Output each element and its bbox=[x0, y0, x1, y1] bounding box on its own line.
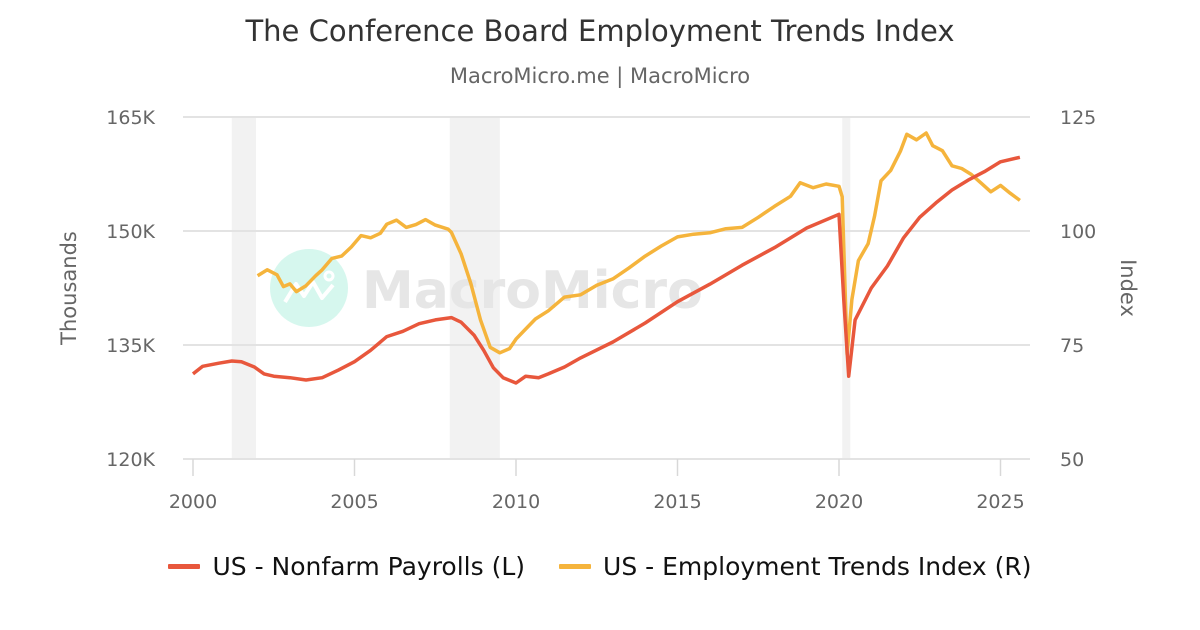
series-line-employment-trends-index[interactable] bbox=[256, 131, 1021, 356]
y-axis-left: 165K 150K 135K 120K bbox=[106, 107, 155, 471]
chart-title: The Conference Board Employment Trends I… bbox=[245, 14, 955, 48]
x-tick-label: 2000 bbox=[169, 491, 217, 513]
watermark-text: MacroMicro bbox=[362, 261, 703, 321]
svg-text:165K: 165K bbox=[106, 107, 155, 129]
svg-text:120K: 120K bbox=[106, 449, 155, 471]
x-tick-label: 2010 bbox=[492, 491, 540, 513]
svg-text:150K: 150K bbox=[106, 221, 155, 243]
legend-label: US - Employment Trends Index (R) bbox=[603, 552, 1032, 581]
x-tick-label: 2020 bbox=[815, 491, 863, 513]
x-axis: 2000 2005 2010 2015 2020 2025 bbox=[169, 459, 1025, 513]
legend-swatch-icon bbox=[559, 564, 592, 569]
y-axis-right-title: Index bbox=[1116, 259, 1140, 317]
svg-text:125: 125 bbox=[1060, 107, 1096, 129]
legend-swatch-icon bbox=[168, 564, 201, 569]
y-axis-right: 125 100 75 50 bbox=[1060, 107, 1096, 471]
svg-text:100: 100 bbox=[1060, 221, 1096, 243]
svg-text:50: 50 bbox=[1060, 449, 1084, 471]
legend-item-nonfarm-payrolls[interactable]: US - Nonfarm Payrolls (L) bbox=[168, 552, 525, 581]
chart-subtitle: MacroMicro.me | MacroMicro bbox=[449, 64, 751, 88]
series-line-nonfarm-payrolls[interactable] bbox=[191, 155, 1021, 385]
x-tick-label: 2025 bbox=[976, 491, 1024, 513]
svg-text:75: 75 bbox=[1060, 335, 1084, 357]
y-axis-left-title: Thousands bbox=[57, 231, 81, 346]
legend-item-employment-trends-index[interactable]: US - Employment Trends Index (R) bbox=[559, 552, 1032, 581]
svg-text:135K: 135K bbox=[106, 335, 155, 357]
x-tick-label: 2015 bbox=[653, 491, 701, 513]
watermark: MacroMicro bbox=[270, 249, 703, 327]
legend: US - Nonfarm Payrolls (L) US - Employmen… bbox=[0, 552, 1200, 581]
x-tick-label: 2005 bbox=[330, 491, 378, 513]
recession-band bbox=[231, 117, 256, 459]
legend-label: US - Nonfarm Payrolls (L) bbox=[212, 552, 526, 581]
recession-band bbox=[449, 117, 500, 459]
